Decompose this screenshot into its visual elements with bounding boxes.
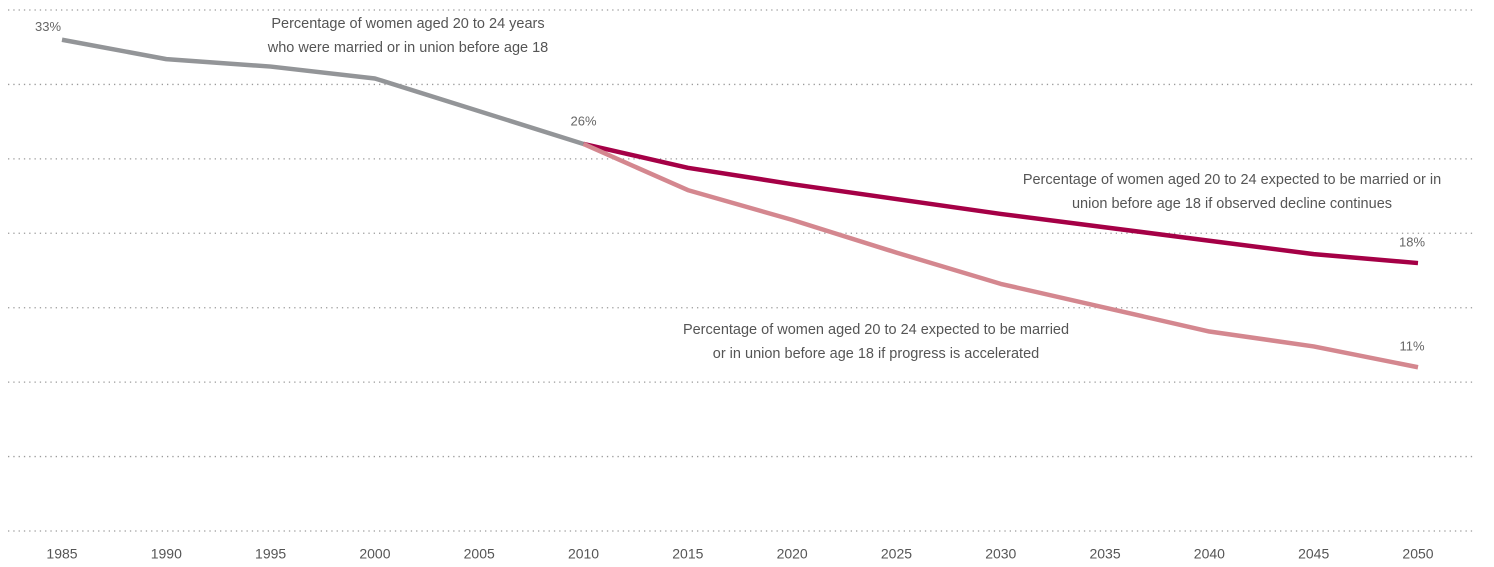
value-label: 11%: [1399, 339, 1424, 354]
series-annotation: Percentage of women aged 20 to 24 years: [271, 16, 544, 32]
x-tick-label: 2030: [985, 546, 1016, 562]
x-tick-label: 2035: [1089, 546, 1120, 562]
x-tick-label: 1985: [46, 546, 77, 562]
x-tick-label: 2050: [1402, 546, 1433, 562]
x-tick-label: 1995: [255, 546, 286, 562]
x-tick-label: 2040: [1194, 546, 1225, 562]
series-annotation: or in union before age 18 if progress is…: [713, 346, 1039, 362]
series-annotation: Percentage of women aged 20 to 24 expect…: [1023, 172, 1441, 188]
x-tick-label: 2045: [1298, 546, 1329, 562]
series-annotation: Percentage of women aged 20 to 24 expect…: [683, 322, 1069, 338]
x-tick-label: 2015: [672, 546, 703, 562]
value-label: 18%: [1399, 234, 1425, 249]
value-label: 33%: [35, 19, 61, 34]
value-label: 26%: [571, 113, 597, 128]
series-line: [61, 37, 585, 147]
x-tick-label: 2010: [568, 546, 599, 562]
x-tick-label: 2000: [359, 546, 390, 562]
series-annotation: union before age 18 if observed decline …: [1072, 196, 1392, 212]
x-tick-label: 2005: [464, 546, 495, 562]
x-tick-label: 1990: [151, 546, 182, 562]
x-tick-label: 2025: [881, 546, 912, 562]
series-line: [583, 141, 1419, 266]
series-line: [582, 141, 1419, 370]
series-annotation: who were married or in union before age …: [267, 40, 549, 56]
x-tick-label: 2020: [777, 546, 808, 562]
